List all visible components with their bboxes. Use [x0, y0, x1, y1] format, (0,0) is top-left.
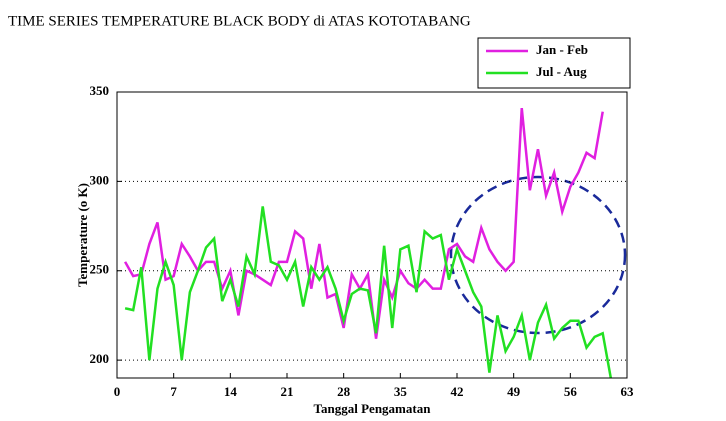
x-tick-label: 7 [170, 384, 177, 399]
highlight-ellipse [449, 175, 627, 335]
chart-title: TIME SERIES TEMPERATURE BLACK BODY di AT… [8, 13, 471, 29]
x-tick-label: 21 [281, 384, 294, 399]
x-tick-label: 49 [507, 384, 521, 399]
x-tick-label: 42 [451, 384, 464, 399]
series-line [124, 206, 613, 378]
x-tick-label: 63 [621, 384, 635, 399]
x-axis-label: Tanggal Pengamatan [314, 401, 432, 416]
x-tick-label: 28 [337, 384, 351, 399]
x-tick-label: 56 [564, 384, 578, 399]
y-axis-label: Temperature (o K) [75, 183, 90, 287]
y-tick-label: 350 [90, 83, 110, 98]
series-line [124, 107, 604, 339]
x-tick-label: 0 [114, 384, 121, 399]
y-tick-label: 200 [90, 351, 110, 366]
y-tick-label: 300 [90, 172, 110, 187]
y-tick-label: 250 [90, 262, 110, 277]
legend-label: Jan - Feb [536, 42, 588, 57]
legend-box [477, 37, 631, 89]
plot-frame [116, 91, 628, 379]
x-tick-label: 35 [394, 384, 408, 399]
x-tick-label: 14 [224, 384, 238, 399]
legend-label: Jul - Aug [536, 64, 587, 79]
